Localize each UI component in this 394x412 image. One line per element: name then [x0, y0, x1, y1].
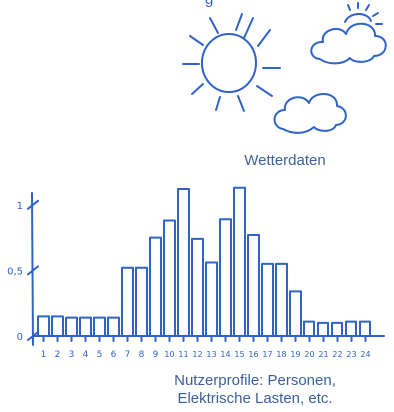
x-tick-label: 2	[55, 350, 61, 360]
x-tick-label: 5	[97, 350, 103, 360]
y-tick-mark	[27, 265, 39, 276]
x-tick-label: 10	[164, 350, 174, 359]
y-tick-label: 0	[17, 332, 23, 343]
load-profile-chart: 00,51 1 2 3 4 5 6 7 8 9 10 11 12 13 14 15 16 17 18 19 20 21 2…	[7, 186, 385, 360]
bar-hour-22	[331, 321, 343, 337]
y-tick-mark	[27, 199, 39, 210]
x-tick-label: 21	[318, 350, 328, 359]
x-tick-label: 13	[206, 350, 216, 359]
x-tick-label: 12	[192, 350, 202, 359]
bar-hour-13	[205, 261, 218, 337]
x-tick-label: 14	[220, 350, 230, 359]
x-tick-label: 8	[139, 350, 145, 360]
bar-hour-15	[233, 186, 246, 337]
bar-hour-12	[191, 237, 204, 337]
x-tick-label: 23	[346, 350, 356, 359]
bar-hour-19	[289, 290, 302, 337]
bar-hour-14	[219, 218, 232, 337]
bar-hour-18	[275, 262, 288, 337]
bar-hour-23	[345, 320, 357, 337]
bar-hour-2	[51, 315, 64, 337]
x-tick-label: 17	[262, 350, 272, 359]
weather-caption: Wetterdaten	[244, 152, 326, 169]
bar-hour-10	[163, 219, 176, 337]
bars	[37, 186, 371, 337]
sun-icon	[182, 13, 281, 112]
x-tick-label: 16	[248, 350, 258, 359]
x-tick-label: 3	[69, 350, 75, 360]
bar-hour-4	[79, 316, 92, 337]
y-axis	[31, 192, 34, 346]
bar-hour-7	[121, 266, 134, 337]
x-tick-label: 6	[111, 350, 117, 360]
x-tick-label: 9	[153, 350, 159, 360]
bar-hour-11	[177, 188, 190, 337]
cloud-icon	[273, 93, 347, 134]
x-tick-label: 24	[360, 350, 370, 359]
profiles-caption-line-1: Nutzerprofile: Personen,	[174, 372, 336, 389]
bar-hour-20	[303, 320, 315, 337]
x-tick-label: 4	[83, 350, 89, 360]
x-tick-label: 19	[290, 350, 300, 359]
bar-hour-5	[93, 316, 106, 337]
x-tick-label: 20	[304, 350, 314, 359]
x-tick-label: 15	[234, 350, 244, 359]
y-ticks: 00,51	[7, 199, 39, 343]
x-tick-label: 11	[178, 350, 188, 359]
profiles-caption-line-2: Elektrische Lasten, etc.	[177, 390, 333, 407]
bar-hour-16	[247, 233, 260, 337]
bar-hour-6	[107, 316, 120, 337]
x-tick-label: 18	[276, 350, 286, 359]
y-tick-label: 0,5	[7, 266, 23, 277]
bar-hour-8	[135, 266, 148, 337]
x-tick-label: 1	[41, 350, 47, 360]
y-tick-mark	[27, 331, 39, 341]
y-tick-label: 1	[17, 201, 23, 212]
x-tick-labels: 1 2 3 4 5 6 7 8 9 10 11 12 13 14 15 16 17 18 19 20 21 22 23 24	[41, 335, 371, 360]
bar-hour-9	[149, 236, 162, 337]
x-tick-label: 22	[332, 350, 342, 359]
bar-hour-24	[359, 320, 371, 337]
cut-off-heading: g	[205, 0, 213, 8]
cloud-with-sun-icon	[310, 2, 387, 65]
x-tick-label: 7	[125, 350, 131, 360]
profiles-caption: Nutzerprofile: Personen, Elektrische Las…	[120, 372, 390, 408]
bar-hour-21	[317, 321, 329, 337]
bar-hour-3	[65, 316, 78, 337]
bar-hour-1	[37, 315, 50, 337]
bar-hour-17	[261, 262, 274, 337]
